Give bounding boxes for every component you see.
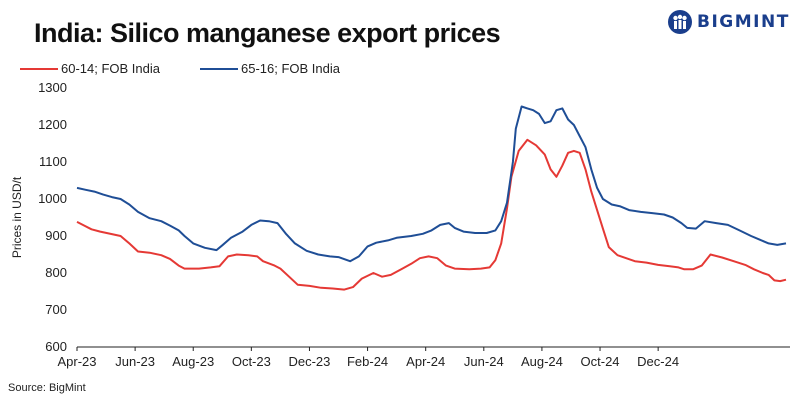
y-tick-label: 1100 [39,154,67,169]
y-tick-label: 600 [45,339,67,354]
series-line-1 [76,138,787,291]
legend-label-series-2: 65-16; FOB India [241,61,340,76]
legend-item-series-1: 60-14; FOB India [20,61,160,76]
x-tick-label: Oct-23 [232,354,271,369]
x-tick-label: Jun-23 [115,354,155,369]
legend-item-series-2: 65-16; FOB India [200,61,340,76]
x-tick-label: Jun-24 [464,354,504,369]
source-note: Source: BigMint [8,382,86,394]
y-tick-label: 900 [45,228,67,243]
y-axis-label: Prices in USD/t [10,176,24,258]
y-tick-label: 800 [45,265,67,280]
legend-swatch-series-2 [200,67,238,70]
y-tick-label: 1200 [38,117,67,132]
bigmint-logo: BIGMINT [667,8,790,36]
x-tick-label: Aug-24 [521,354,563,369]
chart-legend: 60-14; FOB India 65-16; FOB India [20,61,380,76]
x-tick-label: Apr-24 [406,354,445,369]
x-tick-label: Dec-23 [288,354,330,369]
series-line-2 [76,105,787,263]
x-tick-label: Oct-24 [581,354,620,369]
x-tick-label: Feb-24 [347,354,388,369]
y-tick-label: 1300 [38,80,67,95]
chart-series [76,105,787,291]
x-tick-label: Dec-24 [637,354,679,369]
y-tick-label: 1000 [38,191,67,206]
bigmint-logo-icon [668,10,692,34]
legend-swatch-series-1 [20,67,58,70]
legend-label-series-1: 60-14; FOB India [61,61,160,76]
x-tick-label: Aug-23 [172,354,214,369]
x-tick-label: Apr-23 [57,354,96,369]
bigmint-logo-text: BIGMINT [697,12,790,32]
y-tick-label: 700 [45,302,67,317]
chart-title: India: Silico manganese export prices [34,18,501,48]
